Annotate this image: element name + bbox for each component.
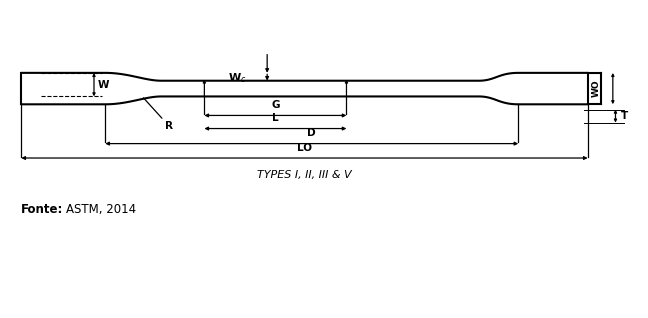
Text: T: T — [621, 111, 628, 121]
Text: WO: WO — [592, 80, 601, 97]
Text: L: L — [272, 113, 279, 123]
Text: TYPES I, II, III & V: TYPES I, II, III & V — [257, 170, 352, 180]
Text: D: D — [307, 128, 316, 138]
Text: LO: LO — [297, 143, 312, 153]
Text: R: R — [143, 98, 173, 131]
Text: G: G — [271, 100, 280, 110]
Text: ASTM, 2014: ASTM, 2014 — [66, 203, 136, 216]
Text: W: W — [98, 80, 110, 90]
Text: Fonte:: Fonte: — [21, 203, 64, 216]
Text: W$_c$: W$_c$ — [227, 71, 246, 85]
